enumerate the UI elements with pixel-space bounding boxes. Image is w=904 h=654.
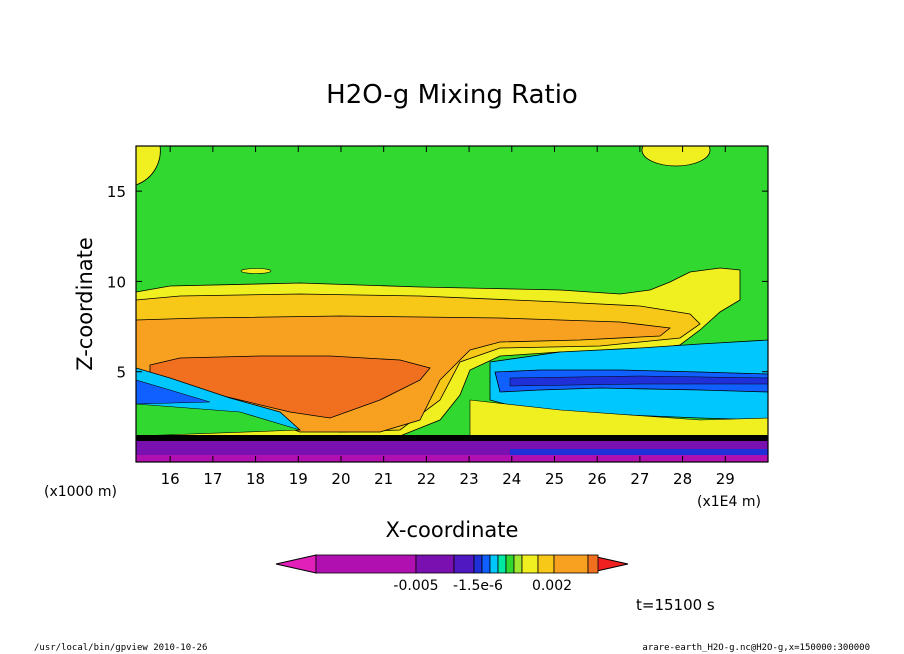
x-tick-label: 21 [374, 470, 393, 488]
colorbar-swatch [497, 554, 507, 574]
contour-lower-green [136, 403, 301, 437]
colorbar-swatch [521, 554, 539, 574]
colorbar-low-arrow [275, 554, 317, 574]
y-axis-label: Z-coordinate [73, 237, 97, 371]
colorbar-label: -1.5e-6 [453, 578, 503, 594]
contour-right-blue-band [510, 449, 768, 455]
colorbar-labels: -0.005 -1.5e-6 0.002 [393, 578, 572, 594]
y-tick-label: 5 [116, 364, 126, 382]
colorbar-swatch [587, 554, 599, 574]
time-annotation: t=15100 s [636, 596, 715, 614]
x-tick-label: 27 [630, 470, 649, 488]
x-axis: 16 17 18 19 20 21 22 23 24 25 26 27 28 29 [161, 146, 735, 488]
colorbar-swatch [489, 554, 499, 574]
footer-right: arare-earth_H2O-g.nc@H2O-g,x=150000:3000… [642, 643, 870, 653]
x-tick-label: 16 [161, 470, 180, 488]
contour-magenta-band [136, 455, 768, 462]
plot-frame [135, 145, 769, 463]
contour-small-cell [240, 268, 272, 274]
x-tick-label: 23 [460, 470, 479, 488]
colorbar-label: -0.005 [393, 578, 438, 594]
colorbar-swatch [513, 554, 523, 574]
colorbar-swatch [553, 554, 589, 574]
x-unit-left: (x1000 m) [44, 484, 117, 500]
contour-top-right-patch [641, 146, 711, 167]
colorbar-label: 0.002 [532, 578, 572, 594]
footer-left: /usr/local/bin/gpview 2010-10-26 [34, 643, 207, 653]
colorbar-swatch [481, 554, 491, 574]
x-tick-label: 18 [246, 470, 265, 488]
contour-left-blue [136, 379, 211, 405]
x-tick-label: 29 [716, 470, 735, 488]
x-tick-label: 22 [417, 470, 436, 488]
contour-black-band [136, 435, 768, 441]
colorbar-swatch [473, 554, 483, 574]
y-tick-label: 15 [107, 183, 126, 201]
colorbar-swatch [453, 554, 475, 574]
contour-field [136, 146, 768, 462]
y-tick-label: 10 [107, 273, 126, 291]
x-tick-label: 17 [203, 470, 222, 488]
x-tick-label: 25 [545, 470, 564, 488]
colorbar [275, 554, 629, 574]
colorbar-swatch [537, 554, 555, 574]
x-tick-label: 28 [673, 470, 692, 488]
x-tick-label: 24 [502, 470, 521, 488]
colorbar-swatch [505, 554, 515, 574]
x-unit-right: (x1E4 m) [697, 494, 761, 510]
x-tick-label: 26 [588, 470, 607, 488]
x-tick-label: 20 [331, 470, 350, 488]
colorbar-swatch [415, 554, 455, 574]
colorbar-swatch [315, 554, 417, 574]
chart-title: H2O-g Mixing Ratio [326, 80, 578, 110]
x-tick-label: 19 [289, 470, 308, 488]
contour-dark-blue-band [509, 375, 768, 387]
y-axis: 5 10 15 [107, 183, 768, 382]
x-axis-label: X-coordinate [386, 518, 519, 542]
